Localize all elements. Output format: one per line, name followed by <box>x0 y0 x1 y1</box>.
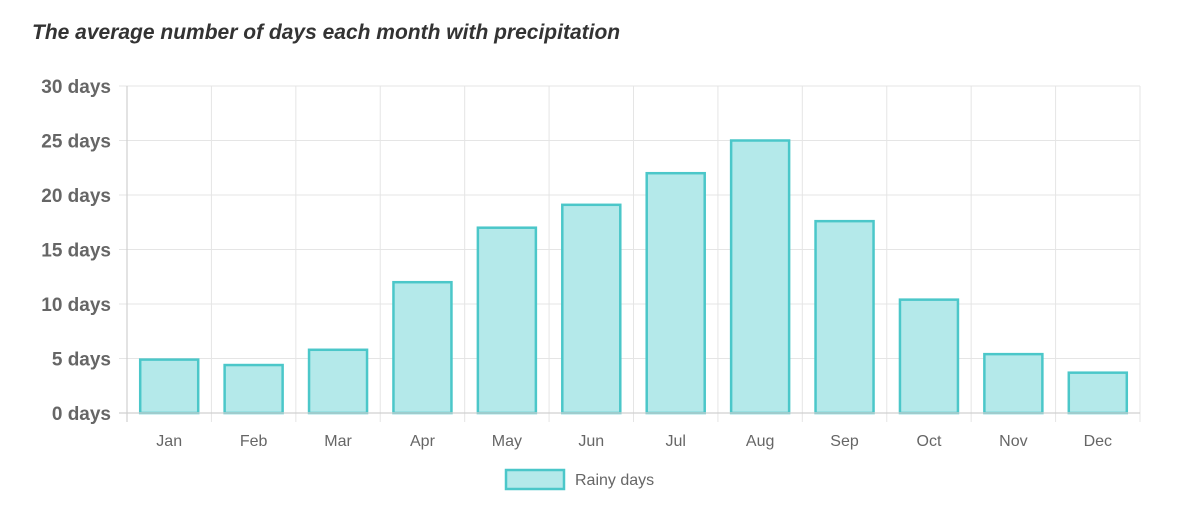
x-tick-label: May <box>492 433 522 450</box>
bar-oct[interactable] <box>898 298 960 415</box>
bar-jan[interactable] <box>138 358 200 415</box>
legend[interactable]: Rainy days <box>504 468 654 491</box>
bars <box>138 139 1129 415</box>
bar-mar[interactable] <box>307 348 369 415</box>
x-tick-label: Nov <box>999 433 1027 450</box>
bar-aug[interactable] <box>729 139 791 415</box>
x-tick-label: Apr <box>410 433 436 450</box>
y-axis-ticks: 0 days 5 days 10 days 15 days 20 days 25 days… <box>41 77 111 425</box>
y-tick-label: 30 days <box>41 77 111 98</box>
bar-apr[interactable] <box>392 280 453 415</box>
y-tick-label: 20 days <box>41 186 111 207</box>
x-tick-label: Jun <box>578 433 604 450</box>
x-tick-label: Feb <box>240 433 268 450</box>
x-tick-label: Oct <box>917 433 942 450</box>
y-tick-label: 25 days <box>41 132 111 153</box>
chart-title: The average number of days each month wi… <box>32 21 621 44</box>
y-tick-label: 15 days <box>41 241 111 262</box>
x-tick-label: Jan <box>156 433 182 450</box>
x-tick-label: Dec <box>1084 433 1112 450</box>
bar-feb[interactable] <box>223 363 284 415</box>
bar-jun[interactable] <box>561 203 622 415</box>
bar-dec[interactable] <box>1067 371 1129 415</box>
legend-label[interactable]: Rainy days <box>575 472 654 489</box>
x-tick-label: Sep <box>830 433 859 450</box>
y-tick-label: 0 days <box>52 404 111 425</box>
bar-sep[interactable] <box>814 219 875 415</box>
bar-may[interactable] <box>476 226 538 415</box>
x-tick-label: Jul <box>665 433 685 450</box>
legend-swatch[interactable] <box>504 468 566 491</box>
bar-nov[interactable] <box>983 352 1044 415</box>
axes <box>119 86 1140 422</box>
x-axis-ticks: Jan Feb Mar Apr May Jun Jul Aug Sep Oct Nov Dec <box>156 433 1112 450</box>
x-tick-label: Mar <box>324 433 352 450</box>
bar-jul[interactable] <box>645 171 706 415</box>
y-tick-label: 10 days <box>41 295 111 316</box>
x-tick-label: Aug <box>746 433 774 450</box>
y-tick-label: 5 days <box>52 350 111 371</box>
